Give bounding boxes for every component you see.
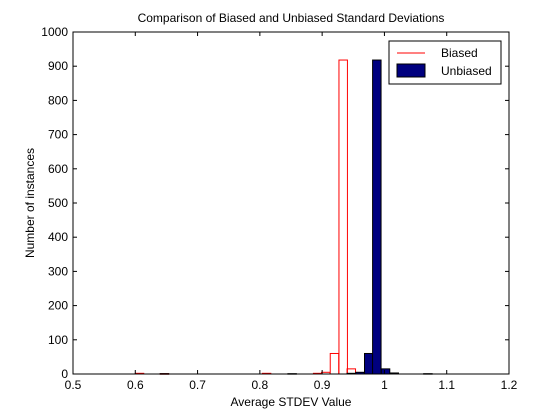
unbiased-bar-6 xyxy=(380,368,391,375)
x-tick-label-0: 0.5 xyxy=(65,378,82,392)
x-axis-label: Average STDEV Value xyxy=(231,395,352,409)
y-tick-label-7: 700 xyxy=(48,128,68,142)
x-axis: 0.5 0.6 0.7 0.8 0.9 1 1.1 1.2 xyxy=(65,32,518,392)
y-tick-label-3: 300 xyxy=(48,264,68,278)
y-tick-label-6: 600 xyxy=(48,162,68,176)
y-tick-label-10: 1000 xyxy=(41,25,68,39)
y-tick-label-5: 500 xyxy=(48,196,68,210)
y-tick-label-9: 900 xyxy=(48,59,68,73)
legend-swatch-unbiased xyxy=(396,63,426,78)
x-tick-label-4: 0.9 xyxy=(314,378,331,392)
y-tick-label-2: 200 xyxy=(48,299,68,313)
x-tick-label-6: 1.1 xyxy=(438,378,455,392)
unbiased-bar-4 xyxy=(364,352,374,375)
x-tick-label-1: 0.6 xyxy=(127,378,144,392)
x-tick-label-7: 1.2 xyxy=(501,378,518,392)
chart-title: Comparison of Biased and Unbiased Standa… xyxy=(138,11,445,25)
y-tick-label-4: 400 xyxy=(48,230,68,244)
plot-area xyxy=(73,32,509,374)
x-tick-label-3: 0.8 xyxy=(252,378,269,392)
legend-label-unbiased: Unbiased xyxy=(441,64,492,78)
x-tick-label-2: 0.7 xyxy=(189,378,206,392)
x-tick-label-5: 1 xyxy=(381,378,388,392)
y-tick-label-8: 800 xyxy=(48,93,68,107)
y-axis: 0 100 200 300 400 500 600 700 800 900 1000 xyxy=(41,25,509,381)
legend-label-biased: Biased xyxy=(441,46,478,60)
unbiased-bar-5 xyxy=(372,59,382,375)
y-tick-label-0: 0 xyxy=(61,367,68,381)
y-tick-label-1: 100 xyxy=(48,333,68,347)
y-axis-label: Number of instances xyxy=(23,148,37,258)
legend: Biased Unbiased xyxy=(388,40,502,85)
